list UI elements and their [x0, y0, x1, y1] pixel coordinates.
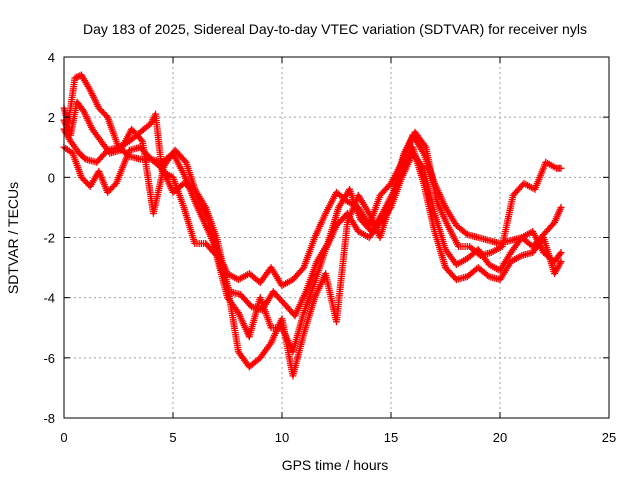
x-axis-label: GPS time / hours: [282, 457, 389, 473]
x-tick-label: 5: [169, 430, 176, 445]
data-point: [266, 340, 274, 348]
data-points: [60, 71, 565, 380]
data-point: [102, 112, 110, 120]
y-tick-label: -2: [43, 231, 55, 246]
y-tick-label: 4: [48, 50, 55, 65]
axis-tick-labels: 0 5 10 15 20 25 -8 -6 -4 -2 0 2 4: [43, 50, 616, 445]
series-track-d: [60, 98, 565, 320]
data-point: [73, 73, 81, 81]
data-point: [181, 157, 189, 165]
data-point: [557, 258, 565, 266]
chart-title: Day 183 of 2025, Sidereal Day-to-day VTE…: [83, 21, 587, 37]
y-tick-label: 0: [48, 170, 55, 185]
y-tick-label: 2: [48, 110, 55, 125]
x-tick-label: 0: [60, 430, 67, 445]
x-tick-label: 25: [602, 430, 616, 445]
data-point: [137, 136, 145, 144]
axis-ticks: [63, 56, 610, 419]
series-track-c: [60, 143, 565, 380]
y-tick-label: -4: [43, 291, 55, 306]
data-point: [71, 74, 79, 82]
x-tick-label: 10: [275, 430, 289, 445]
data-point: [556, 250, 564, 258]
data-point: [557, 249, 565, 257]
data-point: [298, 265, 306, 273]
data-point: [421, 142, 429, 150]
data-point: [557, 203, 565, 211]
y-axis-label: SDTVAR / TECUs: [5, 182, 21, 294]
x-tick-label: 20: [493, 430, 507, 445]
y-tick-label: -8: [43, 411, 55, 426]
data-point: [557, 164, 565, 172]
y-tick-label: -6: [43, 351, 55, 366]
x-tick-label: 15: [384, 430, 398, 445]
